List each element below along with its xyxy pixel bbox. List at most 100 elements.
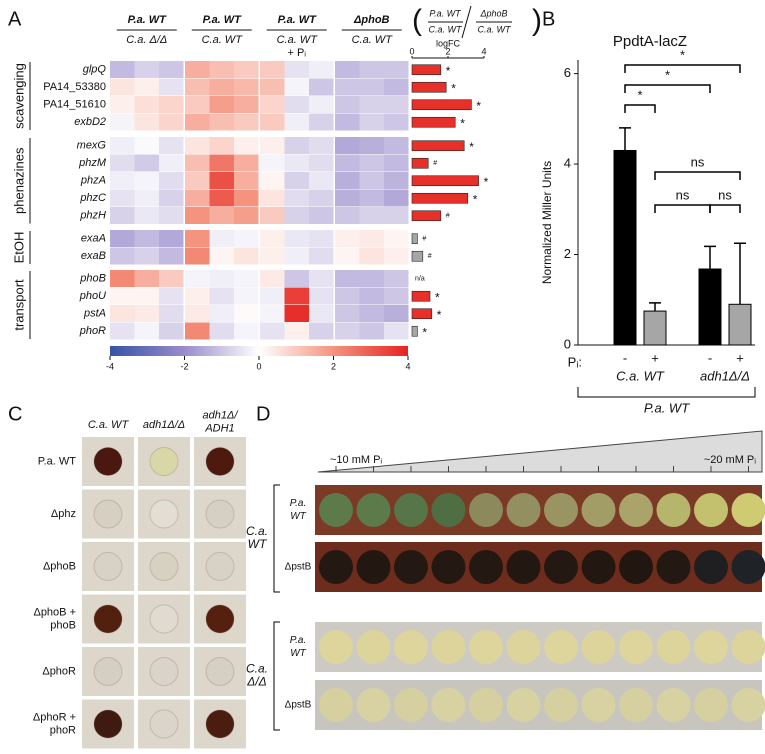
heatmap-cell — [210, 323, 235, 340]
heatmap-cell — [110, 61, 135, 78]
color-bar — [110, 346, 408, 356]
row-label: WT — [290, 511, 306, 522]
heatmap-cell — [185, 270, 210, 287]
significance-bracket — [625, 65, 740, 73]
chart-title: PpdtA-lacZ — [613, 33, 687, 50]
logfc-bar — [412, 82, 446, 92]
panel-label: D — [256, 403, 270, 425]
heatmap-cell — [210, 207, 235, 224]
heatmap-cell — [335, 114, 360, 131]
column-header: ADH1 — [204, 422, 234, 434]
heatmap-cell — [360, 155, 385, 172]
ratio-text: P.a. WT — [429, 8, 462, 18]
logfc-bar — [412, 176, 479, 186]
heatmap-cell — [260, 230, 285, 247]
heatmap-cell — [234, 323, 259, 340]
row-label: phoB — [50, 619, 76, 631]
heatmap-cell — [309, 96, 334, 113]
logfc-bar — [412, 291, 430, 301]
group-label: C.a. WT — [616, 368, 665, 383]
heatmap-cell — [309, 79, 334, 96]
heatmap-cell — [185, 230, 210, 247]
colony — [619, 630, 653, 664]
significance-marker: n/a — [415, 276, 425, 283]
heatmap-cell — [135, 248, 160, 265]
panel-label: A — [8, 8, 22, 30]
heatmap-cell — [309, 305, 334, 322]
row-label: phzA — [80, 175, 106, 187]
colony — [619, 688, 653, 722]
heatmap-cell — [260, 96, 285, 113]
colony — [432, 630, 466, 664]
error-bar — [619, 128, 631, 151]
heatmap-cell — [309, 207, 334, 224]
significance-marker: # — [428, 253, 432, 260]
y-axis-title: Normalized Miller Units — [540, 161, 554, 284]
y-tick-label: 4 — [564, 155, 571, 170]
colony — [694, 688, 728, 722]
colony — [582, 688, 616, 722]
heatmap-cell — [210, 305, 235, 322]
heatmap-cell — [185, 96, 210, 113]
column-header: C.a. WT — [88, 419, 130, 431]
heatmap-cell — [110, 288, 135, 305]
heatmap-cell — [260, 270, 285, 287]
row-label: WT — [290, 648, 306, 659]
heatmap-cell — [234, 190, 259, 207]
colony-spot — [150, 605, 178, 633]
colony-spot — [150, 448, 178, 476]
significance-bracket — [710, 205, 740, 213]
heatmap-cell — [335, 155, 360, 172]
heatmap-cell — [309, 323, 334, 340]
heatmap-cell — [335, 79, 360, 96]
significance-marker: * — [473, 192, 478, 206]
colony — [357, 493, 391, 527]
colony — [657, 493, 691, 527]
heatmap-cell — [335, 270, 360, 287]
row-label: ΔphoB — [43, 560, 76, 572]
row-label: PA14_53380 — [43, 81, 106, 93]
heatmap-cell — [159, 207, 184, 224]
heatmap-cell — [185, 155, 210, 172]
heatmap-cell — [309, 270, 334, 287]
colorbar-tick-label: -2 — [180, 361, 188, 371]
heatmap-cell — [185, 323, 210, 340]
heatmap-cell — [285, 190, 310, 207]
concentration-wedge — [318, 431, 762, 472]
error-bar — [704, 246, 716, 269]
heatmap-cell — [360, 270, 385, 287]
heatmap-cell — [135, 305, 160, 322]
heatmap-cell — [210, 248, 235, 265]
heatmap-cell — [110, 305, 135, 322]
heatmap-cell — [159, 172, 184, 189]
fraction-slash — [462, 6, 471, 38]
colony — [432, 550, 466, 584]
colony — [657, 630, 691, 664]
row-label: exbD2 — [74, 116, 106, 128]
logfc-bar — [412, 100, 471, 110]
ratio-text: ΔphoB — [479, 8, 507, 18]
heatmap-cell — [309, 248, 334, 265]
row-label: P.a. WT — [38, 455, 77, 467]
heatmap-cell — [110, 172, 135, 189]
colony — [619, 550, 653, 584]
significance-label: * — [665, 67, 670, 82]
heatmap-cell — [210, 61, 235, 78]
colony — [732, 493, 765, 527]
heatmap-cell — [335, 190, 360, 207]
heatmap-cell — [285, 96, 310, 113]
y-tick-label: 0 — [564, 336, 571, 351]
row-label: ΔphoR + — [33, 711, 76, 723]
heatmap-cell — [159, 114, 184, 131]
heatmap-cell — [234, 96, 259, 113]
column-header: P.a. WT — [278, 14, 318, 26]
colony — [319, 493, 353, 527]
heatmap-cell — [335, 230, 360, 247]
heatmap-cell — [285, 248, 310, 265]
group-bracket — [274, 622, 280, 730]
heatmap-cell — [234, 61, 259, 78]
significance-label: * — [680, 47, 685, 62]
heatmap-cell — [210, 172, 235, 189]
heatmap-cell — [159, 288, 184, 305]
